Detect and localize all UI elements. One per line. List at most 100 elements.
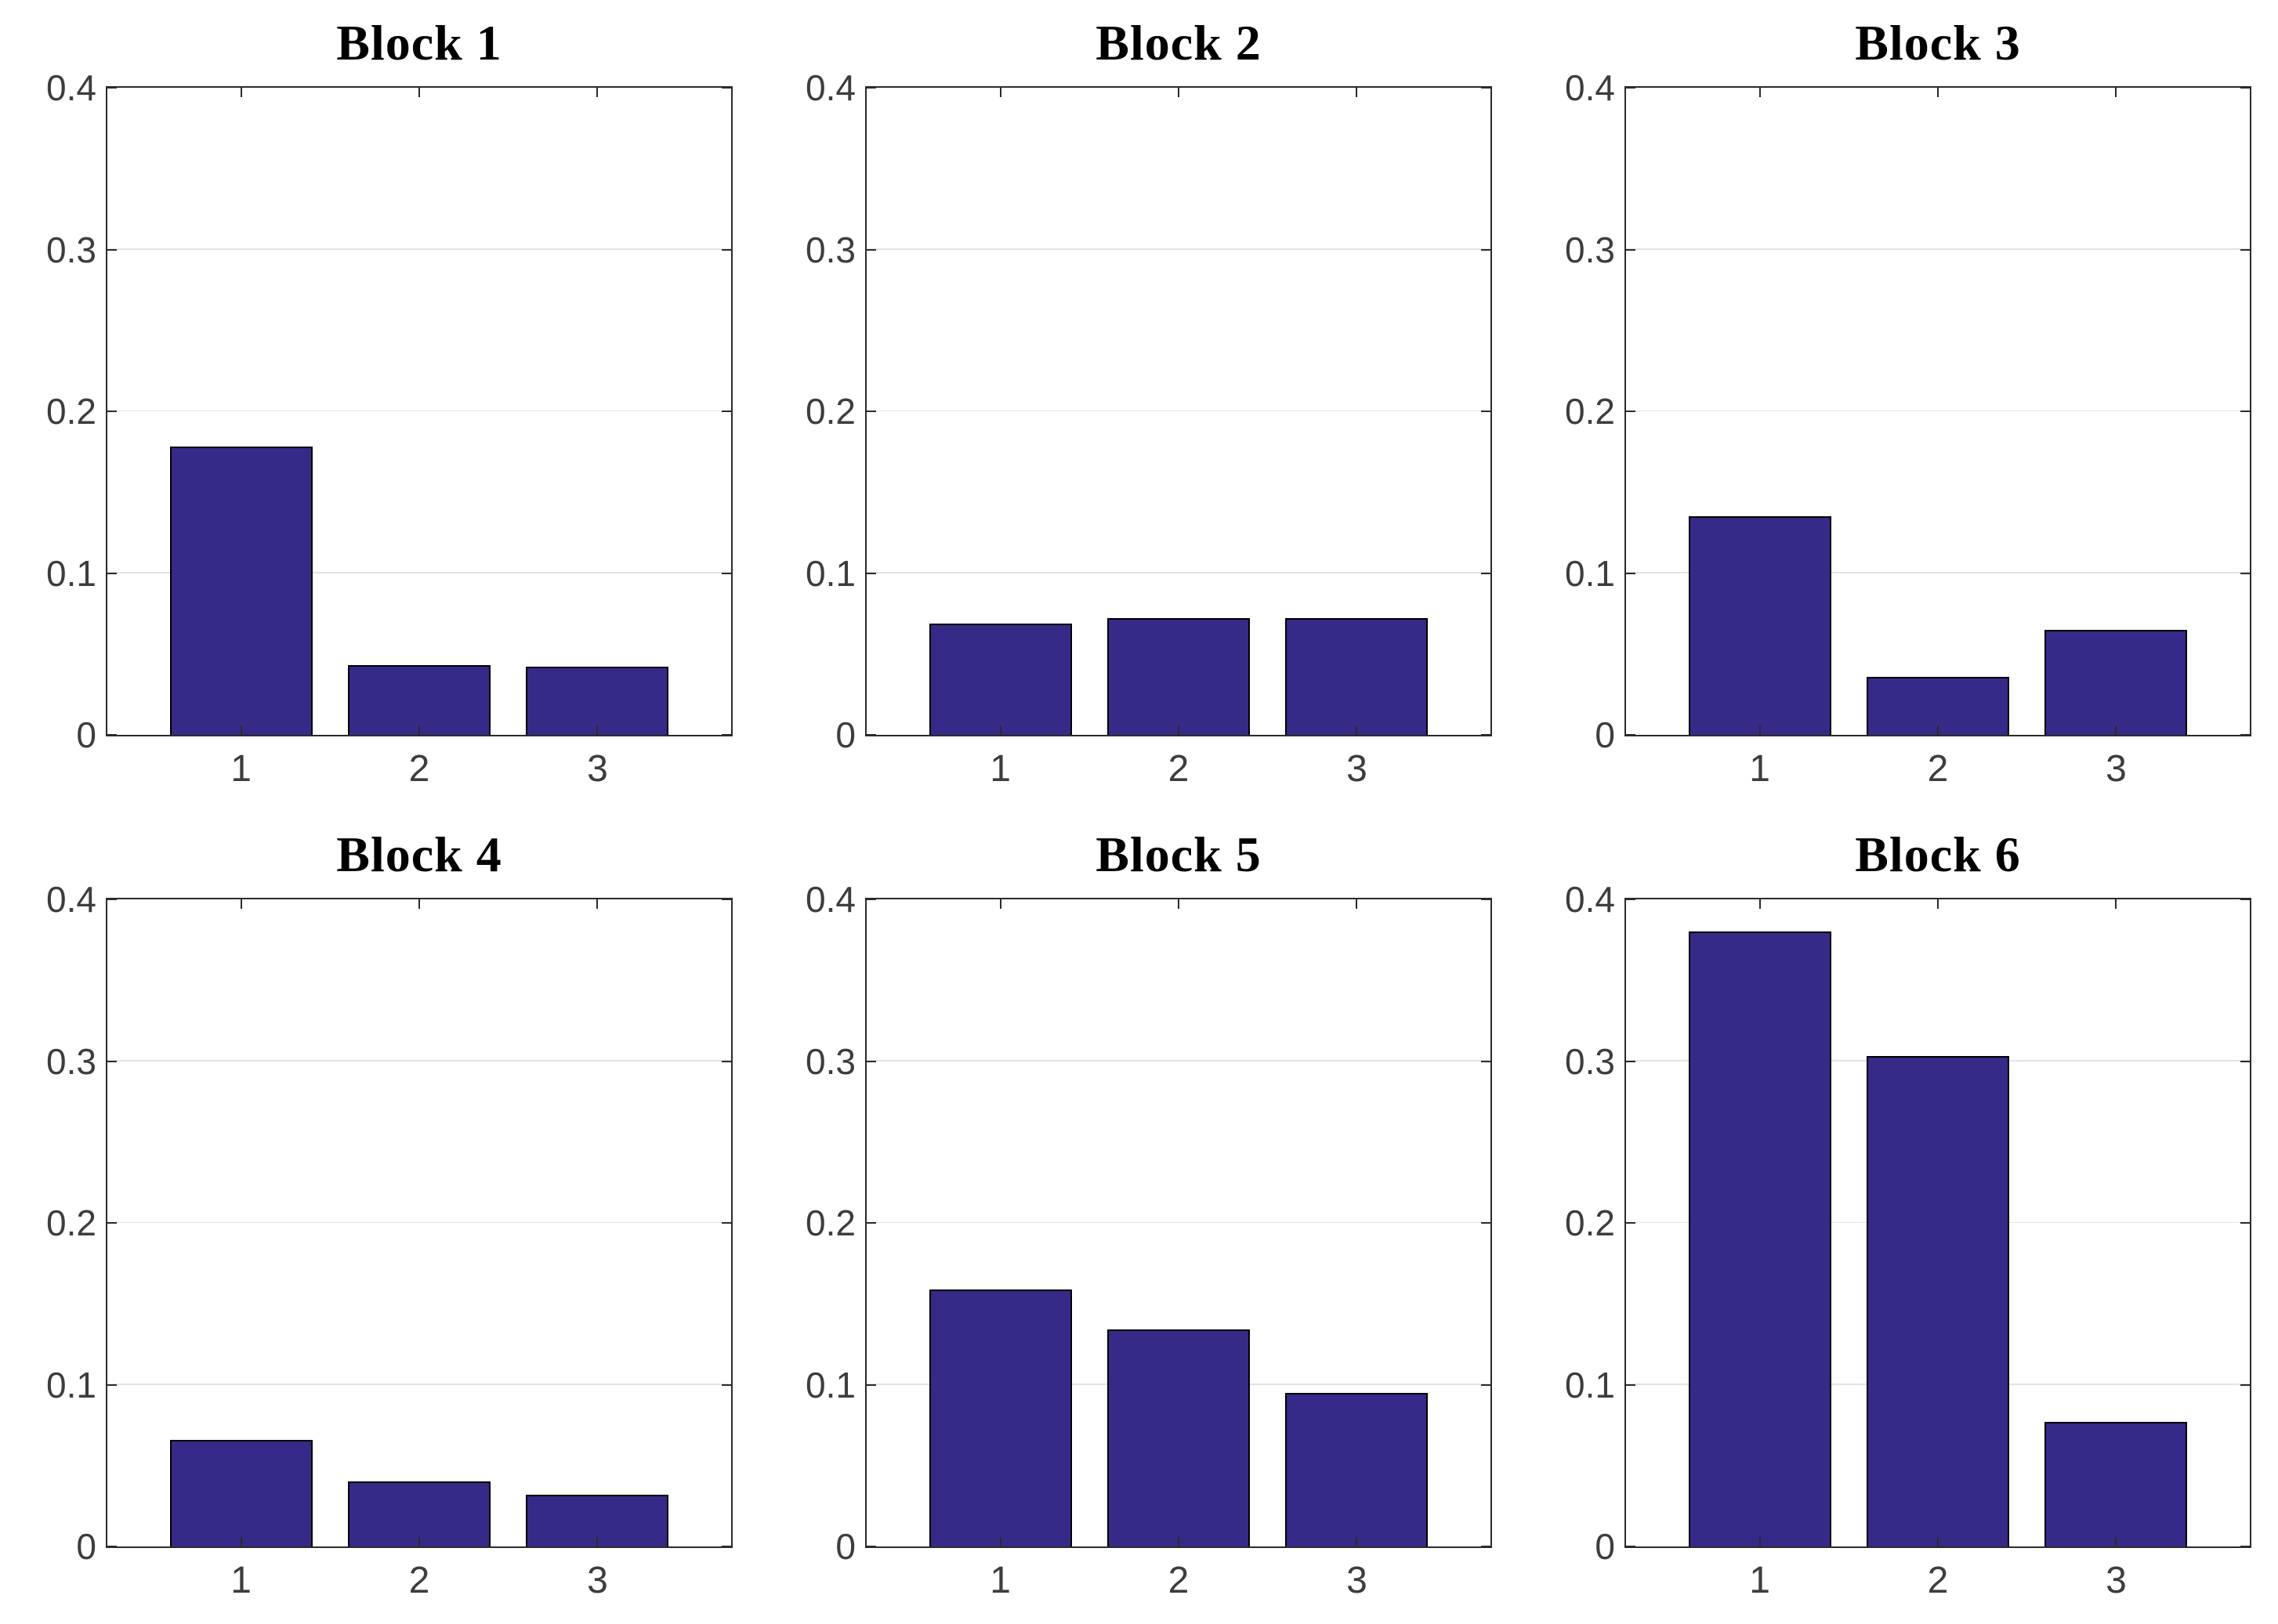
plot-area: 0 0.1 0.2 0.3 0.4 1 2 3 bbox=[806, 67, 1492, 790]
y-axis-tick-label: 0.2 bbox=[806, 391, 856, 432]
y-axis-tick-label: 0.2 bbox=[806, 1203, 856, 1243]
axis-tick bbox=[107, 1546, 117, 1547]
axis-tick bbox=[1626, 1383, 1635, 1386]
axis-tick bbox=[107, 411, 117, 412]
axis-tick bbox=[1937, 899, 1939, 909]
axis-tick bbox=[596, 899, 599, 909]
x-axis-tick-label: 3 bbox=[2106, 1560, 2127, 1601]
y-axis-tick-label: 0.4 bbox=[46, 67, 96, 108]
axis-tick bbox=[1178, 725, 1179, 735]
axis-tick bbox=[1758, 725, 1761, 735]
axis-tick bbox=[240, 88, 242, 97]
x-axis-tick-label: 1 bbox=[230, 1560, 252, 1601]
axis-tick bbox=[1626, 734, 1635, 736]
axis-tick bbox=[999, 1537, 1001, 1546]
x-axis-tick-label: 1 bbox=[230, 748, 252, 790]
axis-tick bbox=[1626, 1060, 1635, 1062]
gridline bbox=[1626, 248, 2250, 250]
axis-tick bbox=[867, 1222, 876, 1224]
gridline bbox=[867, 248, 1490, 250]
axis-tick bbox=[240, 899, 242, 909]
axis-tick bbox=[2115, 88, 2117, 97]
y-axis-tick-label: 0 bbox=[1595, 714, 1615, 755]
y-axis-tick-label: 0 bbox=[1595, 1526, 1615, 1567]
axis-tick bbox=[722, 87, 731, 89]
axis-tick bbox=[722, 1383, 731, 1386]
axis-tick bbox=[722, 411, 731, 412]
axis-tick bbox=[107, 1383, 117, 1386]
gridline bbox=[107, 1221, 731, 1223]
chart-title: Block 6 bbox=[1855, 826, 2021, 882]
y-axis-tick-label: 0 bbox=[76, 1526, 96, 1567]
gridline bbox=[107, 572, 731, 573]
axis-tick bbox=[1356, 1537, 1358, 1546]
bar bbox=[929, 623, 1072, 735]
x-axis-tick-label: 2 bbox=[408, 748, 430, 790]
axis-tick bbox=[867, 572, 876, 574]
axis-tick bbox=[2115, 1537, 2117, 1546]
axis-tick bbox=[1356, 899, 1358, 909]
axis-tick bbox=[2240, 1546, 2250, 1547]
axis-tick bbox=[867, 734, 876, 736]
gridline bbox=[867, 572, 1490, 573]
axis-tick bbox=[722, 734, 731, 736]
bar bbox=[929, 1289, 1072, 1546]
gridline bbox=[1626, 410, 2250, 411]
axis-tick bbox=[1626, 899, 1635, 900]
axis-tick bbox=[1626, 87, 1635, 89]
x-axis-tick-label: 3 bbox=[1346, 1560, 1367, 1601]
x-axis-tick-label: 2 bbox=[1168, 748, 1190, 790]
axis-tick bbox=[107, 248, 117, 251]
axis-tick bbox=[999, 88, 1001, 97]
axis-tick bbox=[1481, 248, 1490, 251]
chart-block-4: Block 4 0 0.1 0.2 0.3 0.4 1 2 3 bbox=[0, 812, 759, 1623]
axis-tick bbox=[418, 88, 420, 97]
axis-tick bbox=[107, 734, 117, 736]
axis-tick bbox=[867, 1546, 876, 1547]
axis-tick bbox=[1356, 88, 1358, 97]
bar bbox=[1107, 618, 1250, 735]
y-axis-tick-label: 0.1 bbox=[1565, 552, 1615, 594]
x-axis-tick-label: 3 bbox=[1346, 748, 1367, 790]
axis-tick bbox=[867, 1383, 876, 1386]
axis-tick bbox=[418, 725, 420, 735]
y-axis-tick-label: 0.4 bbox=[1565, 67, 1615, 108]
axis-tick bbox=[867, 248, 876, 251]
axis-tick bbox=[2115, 899, 2117, 909]
bar bbox=[1867, 676, 2009, 735]
axis-tick bbox=[2240, 899, 2250, 900]
y-axis-tick-label: 0.4 bbox=[806, 67, 856, 108]
bar bbox=[2044, 1422, 2188, 1546]
bar bbox=[169, 1439, 313, 1546]
chart-block-5: Block 5 0 0.1 0.2 0.3 0.4 1 2 3 bbox=[759, 812, 1519, 1623]
y-axis-tick-label: 0.4 bbox=[1565, 879, 1615, 920]
axis-tick bbox=[722, 572, 731, 574]
axis-tick bbox=[1758, 899, 1761, 909]
axis-tick bbox=[1626, 1546, 1635, 1547]
axis-tick bbox=[2240, 734, 2250, 736]
axis-tick bbox=[1626, 248, 1635, 251]
bar bbox=[1688, 931, 1831, 1546]
axis-tick bbox=[107, 1060, 117, 1062]
axis-tick bbox=[596, 725, 599, 735]
axis-tick bbox=[1481, 734, 1490, 736]
y-axis-tick-label: 0.3 bbox=[1565, 229, 1615, 270]
axis-tick bbox=[1937, 1537, 1939, 1546]
axis-tick bbox=[1481, 1060, 1490, 1062]
gridline bbox=[867, 1060, 1490, 1062]
bar bbox=[1107, 1329, 1250, 1546]
x-axis-tick-label: 1 bbox=[990, 748, 1011, 790]
y-axis-tick-label: 0 bbox=[835, 1526, 856, 1567]
x-axis-tick-label: 2 bbox=[1168, 1560, 1190, 1601]
chart-title: Block 3 bbox=[1855, 15, 2021, 71]
y-axis-tick-label: 0.1 bbox=[806, 552, 856, 594]
axis-tick bbox=[2240, 87, 2250, 89]
axis-tick bbox=[1481, 1222, 1490, 1224]
x-axis-tick-label: 1 bbox=[1749, 1560, 1770, 1601]
axis-tick bbox=[1758, 1537, 1761, 1546]
plot-area: 0 0.1 0.2 0.3 0.4 1 2 3 bbox=[46, 67, 733, 790]
x-axis-tick-label: 3 bbox=[2106, 748, 2127, 790]
axis-tick bbox=[1626, 411, 1635, 412]
axis-tick bbox=[1626, 1222, 1635, 1224]
